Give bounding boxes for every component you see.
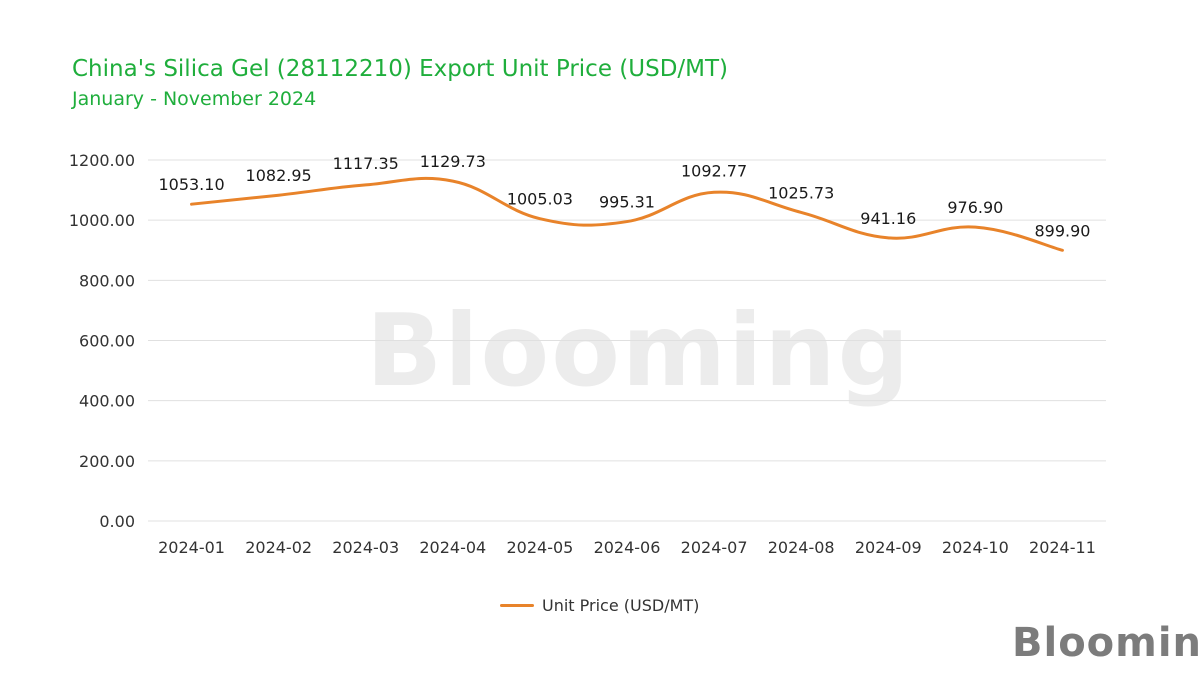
y-tick-label: 1200.00 [69, 151, 135, 170]
x-tick-label: 2024-06 [594, 538, 661, 557]
watermark-logo: Blooming [366, 292, 912, 409]
legend: Unit Price (USD/MT) [500, 596, 699, 615]
x-tick-label: 2024-11 [1029, 538, 1096, 557]
y-tick-label: 600.00 [79, 332, 135, 351]
x-tick-label: 2024-10 [942, 538, 1009, 557]
y-tick-label: 0.00 [99, 512, 135, 531]
data-label: 1025.73 [768, 183, 834, 202]
data-label: 1092.77 [681, 161, 747, 180]
x-tick-label: 2024-08 [768, 538, 835, 557]
data-label: 1005.03 [507, 190, 573, 209]
x-tick-label: 2024-01 [158, 538, 225, 557]
x-axis-ticks: 2024-01 2024-02 2024-03 2024-04 2024-05 2024-… [158, 538, 1096, 557]
y-tick-label: 400.00 [79, 392, 135, 411]
series-line-unit-price [190, 176, 1064, 252]
chart-subtitle: January - November 2024 [72, 88, 317, 110]
series-line-layer [190, 176, 1064, 252]
blooming-logo: Blooming [1012, 620, 1200, 666]
logo-text: Blooming [1012, 620, 1200, 666]
legend-swatch [500, 604, 534, 607]
data-label: 1082.95 [246, 166, 312, 185]
data-labels: 1053.10 1082.95 1117.35 1129.73 1005.03 995.3… [158, 152, 1090, 240]
x-tick-label: 2024-04 [419, 538, 486, 557]
y-tick-label: 200.00 [79, 452, 135, 471]
y-tick-label: 1000.00 [69, 211, 135, 230]
x-tick-label: 2024-02 [245, 538, 312, 557]
legend-label: Unit Price (USD/MT) [542, 596, 700, 615]
data-label: 1129.73 [420, 152, 486, 171]
x-tick-label: 2024-07 [681, 538, 748, 557]
y-axis-ticks: 0.00 200.00 400.00 600.00 800.00 1000.00 1200.… [69, 151, 135, 531]
data-label: 1117.35 [333, 154, 399, 173]
data-label: 1053.10 [158, 175, 224, 194]
data-label: 941.16 [860, 209, 916, 228]
data-label: 976.90 [947, 198, 1003, 217]
x-tick-label: 2024-09 [855, 538, 922, 557]
data-label: 995.31 [599, 193, 655, 212]
y-tick-label: 800.00 [79, 271, 135, 290]
x-tick-label: 2024-05 [506, 538, 573, 557]
data-label: 899.90 [1034, 221, 1090, 240]
x-tick-label: 2024-03 [332, 538, 399, 557]
chart-title: China's Silica Gel (28112210) Export Uni… [72, 56, 729, 82]
